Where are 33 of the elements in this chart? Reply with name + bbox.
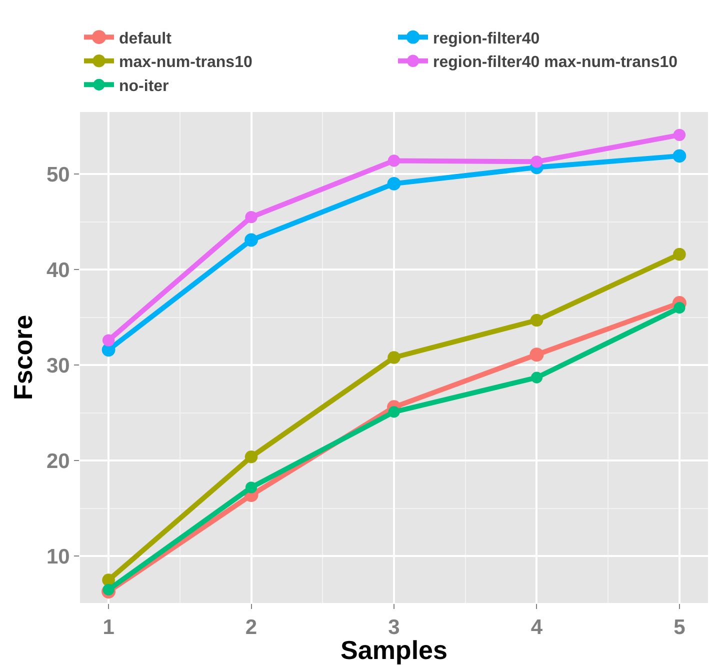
x-tick-label: 1 [102, 616, 115, 640]
point [387, 176, 401, 190]
x-tick-label: 2 [245, 616, 258, 640]
y-tick-label: 30 [46, 354, 70, 378]
x-tick-label: 5 [674, 616, 686, 640]
legend-label: region-filter40 max-num-trans10 [433, 54, 678, 72]
legend-label: max-num-trans10 [119, 54, 252, 72]
point [102, 334, 115, 346]
point [102, 584, 114, 596]
point [245, 210, 258, 224]
x-tick-label: 4 [530, 616, 543, 640]
legend-label: default [119, 30, 172, 48]
point [530, 156, 543, 168]
point [674, 302, 686, 314]
point [672, 149, 686, 163]
point [244, 233, 258, 247]
legend-label: no-iter [119, 78, 169, 95]
y-tick-label: 20 [46, 450, 70, 474]
y-tick-label: 10 [46, 546, 70, 569]
point [530, 348, 544, 362]
point [673, 128, 686, 142]
point [673, 248, 686, 261]
point [530, 372, 543, 384]
point [244, 450, 258, 464]
point [530, 314, 544, 327]
point [388, 351, 400, 364]
legend-label: region-filter40 [433, 30, 540, 48]
point [388, 406, 400, 418]
y-tick-label: 50 [46, 163, 70, 186]
y-tick-label: 40 [46, 258, 70, 282]
y-axis-title: Fscore [8, 314, 38, 400]
point [245, 482, 258, 494]
point [388, 154, 400, 167]
